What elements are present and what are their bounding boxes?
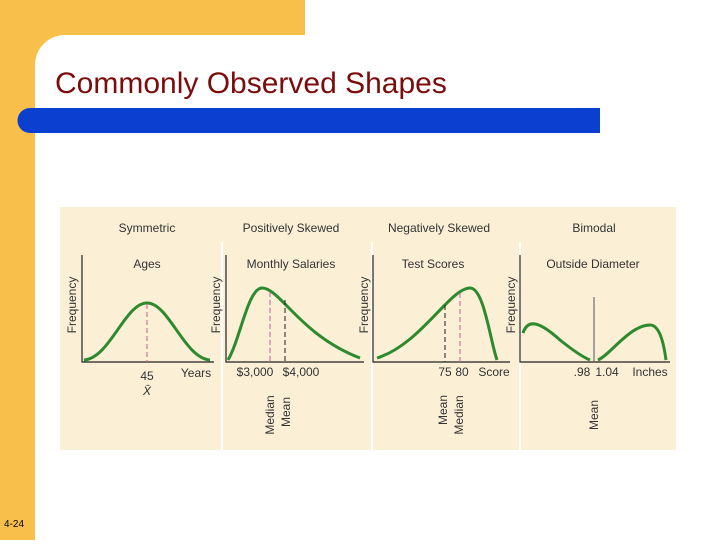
axes: [519, 255, 670, 363]
y-label: Frequency: [209, 277, 223, 334]
figure-panel: [60, 207, 676, 450]
curve: [521, 322, 668, 362]
top-strip: [0, 0, 305, 35]
panel-negative: Negatively Skewed Test Scores Frequency …: [357, 221, 510, 435]
curve: [226, 286, 361, 361]
panel-symmetric: Symmetric Ages Frequency 45 Years X̄: [65, 221, 214, 398]
corner: [35, 35, 65, 65]
x-label: .98: [574, 365, 591, 379]
x-unit: Years: [181, 366, 211, 380]
panel-subtitle: Outside Diameter: [546, 257, 639, 271]
slide-title: Commonly Observed Shapes: [55, 67, 447, 100]
panel-title: Bimodal: [572, 221, 615, 235]
x-label: $3,000: [237, 365, 274, 379]
y-label: Frequency: [357, 277, 371, 334]
axes: [225, 255, 364, 363]
marker-label: Median: [263, 395, 277, 434]
title-bar: [17, 108, 600, 133]
panel-bimodal: Bimodal Outside Diameter Frequency .98 1…: [504, 221, 670, 430]
x-label: 1.04: [595, 365, 619, 379]
x-label: $4,000: [283, 365, 320, 379]
panel-title: Positively Skewed: [243, 221, 340, 235]
marker-label: Mean: [436, 395, 450, 425]
marker-label: Mean: [279, 397, 293, 427]
axes: [372, 255, 510, 363]
marker-label: Median: [452, 395, 466, 434]
symbol: X̄: [142, 384, 152, 398]
curve: [83, 301, 211, 362]
panel-subtitle: Ages: [133, 257, 160, 271]
curve: [376, 286, 499, 361]
x-unit: Inches: [632, 365, 667, 379]
panel-positive: Positively Skewed Monthly Salaries Frequ…: [209, 221, 364, 435]
panel-subtitle: Monthly Salaries: [247, 257, 336, 271]
x-label: 80: [455, 365, 469, 379]
axes: [81, 255, 214, 363]
marker-label: Mean: [587, 400, 601, 430]
x-label: 75: [438, 365, 452, 379]
y-label: Frequency: [504, 277, 518, 334]
panel-subtitle: Test Scores: [402, 257, 465, 271]
x-unit: Score: [478, 365, 510, 379]
left-strip: [0, 0, 35, 540]
x-label: 45: [140, 369, 154, 383]
panel-title: Negatively Skewed: [388, 221, 490, 235]
page-number: 4-24: [4, 519, 24, 530]
y-label: Frequency: [65, 277, 79, 334]
panel-title: Symmetric: [119, 221, 176, 235]
